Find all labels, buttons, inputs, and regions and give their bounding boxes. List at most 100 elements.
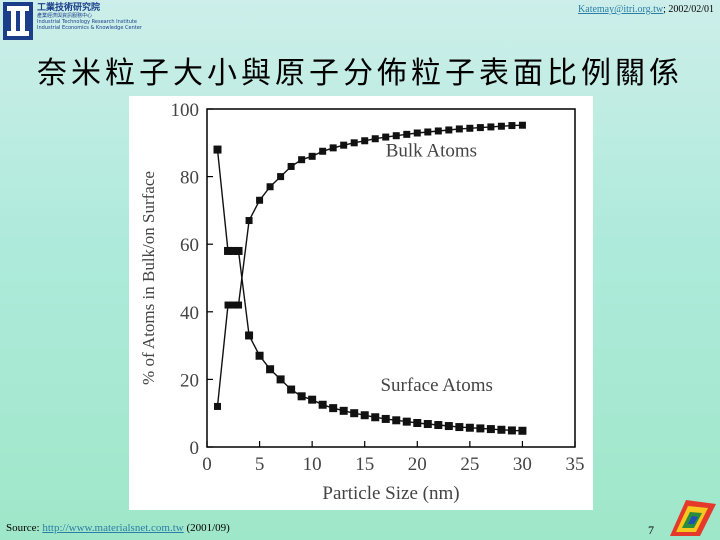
data-point: [486, 425, 495, 434]
data-point: [224, 301, 232, 309]
data-point: [413, 129, 421, 137]
data-point: [256, 196, 264, 204]
data-point: [518, 426, 527, 435]
chart-panel: 0 20 40 60 80 100 0 5 10 15 20 25 30 35 Particle Size …: [129, 96, 593, 510]
data-point: [287, 162, 295, 170]
y-axis-label: % of Atoms in Bulk/on Surface: [139, 171, 158, 385]
slide-title: 奈米粒子大小與原子分佈粒子表面比例關係: [37, 56, 683, 91]
data-point: [308, 395, 317, 404]
data-point: [487, 123, 495, 131]
source-url-link[interactable]: http://www.materialsnet.com.tw: [42, 522, 184, 534]
x-axis-label: Particle Size (nm): [322, 483, 459, 504]
logo-en-line-2: Industrial Economics & Knowledge Center: [37, 25, 142, 31]
x-tick-label: 35: [566, 454, 585, 475]
data-point: [329, 144, 337, 152]
data-point: [229, 246, 238, 255]
y-tick-label: 0: [190, 438, 200, 459]
data-point: [392, 132, 400, 140]
data-point: [413, 419, 422, 428]
data-point: [466, 124, 474, 132]
data-point: [255, 351, 264, 360]
data-point: [392, 416, 401, 425]
data-point: [455, 125, 463, 133]
data-point: [434, 127, 442, 135]
data-point: [339, 406, 348, 415]
header-date: ; 2002/02/01: [663, 4, 714, 15]
x-tick-label: 20: [408, 454, 427, 475]
series-line: [216, 124, 523, 407]
y-tick-label: 40: [180, 303, 199, 324]
itri-logo: 工業技術研究院 產業經濟與資訊服務中心 Industrial Technolog…: [3, 2, 142, 42]
data-point: [444, 422, 453, 431]
x-tick-label: 25: [460, 454, 479, 475]
itri-logo-mark-icon: [3, 2, 33, 40]
data-point: [508, 122, 516, 130]
data-point: [360, 411, 369, 420]
data-point: [245, 217, 253, 225]
data-point: [245, 331, 254, 340]
footer-source: Source: http://www.materialsnet.com.tw (…: [6, 522, 230, 534]
data-point: [350, 139, 358, 147]
x-tick-label: 30: [513, 454, 532, 475]
data-point: [266, 183, 274, 191]
data-point: [276, 375, 285, 384]
data-point: [340, 141, 348, 149]
legend-bulk-atoms: Bulk Atoms: [386, 140, 477, 161]
data-point: [382, 133, 390, 141]
iek-logo-icon: [670, 500, 716, 536]
data-point: [266, 365, 275, 374]
data-point: [518, 121, 526, 129]
page-number: 7: [648, 523, 654, 537]
x-tick-label: 5: [255, 454, 264, 475]
data-point: [329, 404, 338, 413]
contact-email-link[interactable]: Katemay@itri.org.tw: [578, 4, 664, 15]
data-point: [308, 152, 316, 160]
data-point: [298, 156, 306, 164]
data-point: [381, 414, 390, 423]
data-point: [361, 137, 369, 145]
logo-cn-name: 工業技術研究院: [37, 3, 101, 13]
data-point: [497, 425, 506, 434]
data-point: [371, 135, 379, 143]
data-point: [403, 130, 411, 138]
source-date: (2001/09): [183, 522, 230, 534]
data-point: [213, 145, 222, 154]
data-point: [402, 417, 411, 426]
data-point: [277, 173, 285, 181]
particle-size-chart: 0 20 40 60 80 100 0 5 10 15 20 25 30 35 Particle Size …: [139, 100, 585, 504]
data-point: [371, 413, 380, 422]
plot-frame: [206, 108, 576, 448]
y-tick-label: 20: [180, 370, 199, 391]
data-point: [235, 301, 243, 309]
data-point: [297, 392, 306, 401]
x-tick-label: 10: [303, 454, 322, 475]
data-point: [234, 246, 243, 255]
legend-surface-atoms: Surface Atoms: [380, 375, 492, 396]
contact-info: Katemay@itri.org.tw; 2002/02/01: [578, 4, 714, 15]
data-point: [214, 402, 222, 410]
data-point: [476, 424, 485, 433]
data-point: [350, 409, 359, 418]
x-tick-label: 15: [355, 454, 374, 475]
data-point: [318, 400, 327, 409]
data-point: [229, 301, 237, 309]
data-point: [287, 385, 296, 394]
data-point: [423, 420, 432, 429]
y-tick-label: 100: [171, 100, 200, 121]
logo-en-line-1: Industrial Technology Research Institute: [37, 19, 137, 25]
data-point: [319, 147, 327, 155]
data-point: [455, 423, 464, 432]
source-label: Source:: [6, 522, 43, 534]
data-point: [507, 426, 516, 435]
data-point: [424, 128, 432, 136]
data-point: [476, 124, 484, 132]
data-point: [224, 246, 233, 255]
y-tick-label: 80: [180, 168, 199, 189]
x-tick-label: 0: [202, 454, 212, 475]
data-point: [445, 126, 453, 134]
y-tick-label: 60: [180, 235, 199, 256]
data-point: [465, 423, 474, 432]
logo-cn-sub: 產業經濟與資訊服務中心: [37, 13, 93, 19]
data-point: [434, 421, 443, 430]
data-point: [497, 122, 505, 130]
